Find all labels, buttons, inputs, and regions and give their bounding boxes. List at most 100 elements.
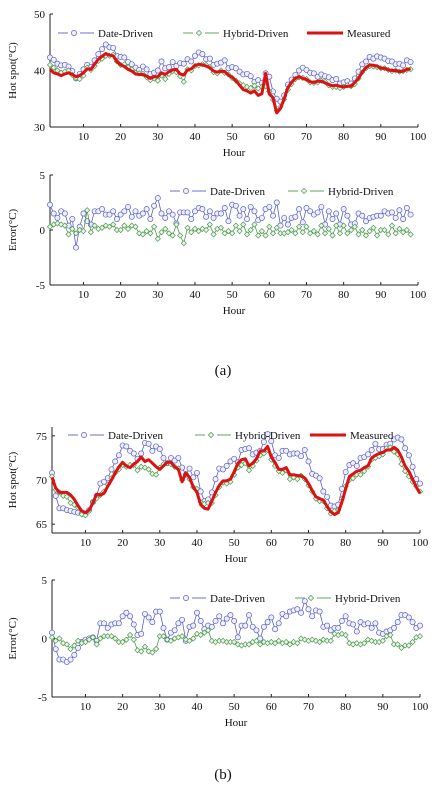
data-point-hybrid-driven [197,631,204,639]
data-point-date-driven [203,213,210,220]
data-point-hybrid-driven [405,642,412,649]
data-point-hybrid-driven [279,469,286,477]
data-point-date-driven [156,608,163,615]
data-point-hybrid-driven [294,640,301,647]
series-line-date-driven [51,600,421,663]
data-point-date-driven [324,622,331,629]
data-point-date-driven [392,214,399,221]
data-point-date-driven [246,612,252,619]
data-point-hybrid-driven [409,638,416,646]
data-point-date-driven [405,614,412,621]
series-hybrid-driven [46,207,414,247]
data-point-hybrid-driven [262,232,269,239]
data-point-hybrid-driven [321,230,329,237]
data-point-date-driven [130,450,137,457]
data-point-hybrid-driven [63,493,70,500]
data-point-date-driven [220,466,226,473]
data-point-date-driven [324,493,331,500]
data-point-hybrid-driven [162,75,169,83]
data-point-hybrid-driven [167,637,175,644]
data-point-date-driven [329,216,336,222]
data-point-date-driven [299,219,306,226]
series-line-measured [48,52,411,115]
data-point-hybrid-driven [258,228,265,235]
data-point-hybrid-driven [186,637,193,644]
data-point-date-driven [227,612,234,619]
data-point-date-driven [338,618,345,624]
y-tick-label: 75 [36,431,48,443]
data-point-date-driven [110,44,117,51]
data-point-date-driven [307,208,314,215]
data-point-date-driven [353,462,360,469]
data-point-date-driven [154,67,161,74]
data-point-date-driven [223,615,230,622]
data-point-hybrid-driven [152,645,160,653]
data-point-date-driven [221,205,228,211]
y-axis-title: Error(°C) [7,209,19,252]
data-point-hybrid-driven [310,228,318,235]
data-point-date-driven [231,618,238,624]
y-tick-label: 0 [42,634,48,646]
data-point-date-driven [405,452,412,459]
data-point-hybrid-driven [80,228,87,235]
legend-marker [300,187,308,195]
legend-label: Hybrid-Driven [223,28,289,40]
data-point-date-driven [54,214,61,221]
data-point-hybrid-driven [93,641,100,648]
data-point-date-driven [210,214,217,221]
data-point-hybrid-driven [130,636,137,643]
data-point-hybrid-driven [46,223,54,230]
data-point-date-driven [130,621,137,628]
data-point-date-driven [236,212,243,219]
data-point-date-driven [253,627,260,634]
data-point-hybrid-driven [396,225,403,232]
data-point-hybrid-driven [139,231,147,238]
data-point-date-driven [101,620,107,627]
data-point-date-driven [169,59,176,65]
data-point-date-driven [149,447,156,454]
data-point-date-driven [138,630,145,637]
data-point-hybrid-driven [126,631,134,639]
data-point-date-driven [251,208,258,215]
data-point-date-driven [232,202,239,209]
data-point-date-driven [188,58,195,65]
data-point-date-driven [113,216,120,222]
data-point-hybrid-driven [385,231,392,238]
data-point-date-driven [206,55,213,62]
x-tick-label: 30 [152,131,164,143]
data-point-date-driven [194,609,200,616]
x-tick-label: 50 [227,131,239,143]
x-tick-label: 30 [154,701,166,713]
data-point-hybrid-driven [318,222,325,229]
data-point-hybrid-driven [205,627,212,634]
series-hybrid-driven [46,51,414,114]
data-point-date-driven [199,206,206,213]
data-point-hybrid-driven [217,224,225,231]
data-point-date-driven [212,476,219,483]
data-point-hybrid-driven [110,221,117,228]
series-date-driven [49,431,423,517]
y-tick-label: 40 [34,66,46,78]
data-point-hybrid-driven [303,223,310,230]
chart-b-hotspot: 10 20 30 40 50 60 70 80 90 100 65 70 75 Hour Hot spot(… [7,427,429,565]
data-point-date-driven [244,216,250,222]
data-point-date-driven [353,628,360,635]
data-point-date-driven [417,480,423,487]
data-point-hybrid-driven [82,638,89,646]
data-point-hybrid-driven [368,637,375,644]
data-point-hybrid-driven [112,635,119,642]
data-point-date-driven [149,619,156,626]
legend: Date-Driven Hybrid-Driven Measured [68,430,394,442]
x-tick-label: 10 [80,701,92,713]
data-point-date-driven [125,203,132,210]
data-point-date-driven [365,620,371,627]
data-point-hybrid-driven [245,641,253,648]
data-point-hybrid-driven [240,221,247,228]
data-point-hybrid-driven [76,75,83,83]
data-point-date-driven [249,623,256,630]
x-tick-label: 50 [227,289,239,301]
x-tick-label: 100 [412,701,429,713]
data-point-hybrid-driven [67,645,74,653]
data-point-date-driven [305,606,312,613]
legend-marker [183,188,189,194]
